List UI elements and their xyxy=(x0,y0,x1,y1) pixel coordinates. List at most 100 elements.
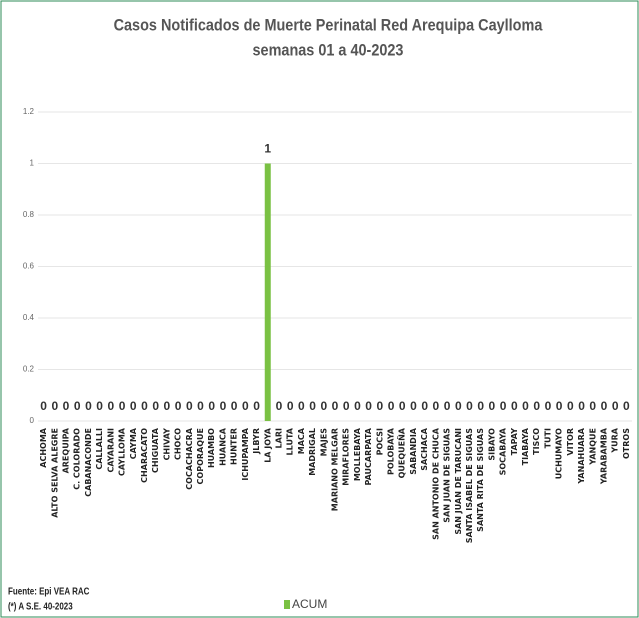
x-tick-label: CHOCO xyxy=(174,428,183,460)
x-tick-label: CAYLLOMA xyxy=(118,427,127,476)
data-label: 0 xyxy=(220,399,227,413)
x-tick-label: POLOBAYA xyxy=(387,427,396,475)
x-tick-label: VITOR xyxy=(566,428,575,456)
data-label: 0 xyxy=(119,399,126,413)
data-label: 0 xyxy=(332,399,339,413)
x-tick-label: CAYARANI xyxy=(106,428,115,473)
x-tick-label: CHIVAY xyxy=(162,428,171,461)
data-label: 0 xyxy=(522,399,529,413)
data-label: 0 xyxy=(96,399,103,413)
x-tick-label: SAN ANTONIO DE CHUCA xyxy=(431,427,440,540)
x-tick-label: COCACHACRA xyxy=(185,427,194,490)
data-label: 0 xyxy=(455,399,462,413)
x-tick-label: YURA xyxy=(611,427,620,453)
data-label: 0 xyxy=(623,399,630,413)
x-tick-label: SAN JUAN DE SIGUAS xyxy=(443,428,452,523)
x-tick-label: CHARACATO xyxy=(140,428,149,483)
x-tick-label: TAPAY xyxy=(510,428,519,456)
data-label: 0 xyxy=(298,399,305,413)
data-label: 0 xyxy=(309,399,316,413)
data-label: 0 xyxy=(208,399,215,413)
data-label: 0 xyxy=(197,399,204,413)
x-tick-label: POCSI xyxy=(375,428,384,455)
x-tick-label: CHIGUATA xyxy=(151,427,160,473)
x-tick-label: TISCO xyxy=(532,428,541,455)
data-label: 0 xyxy=(51,399,58,413)
data-label: 0 xyxy=(433,399,440,413)
data-label: 0 xyxy=(578,399,585,413)
x-tick-label: SANTA ISABEL DE SIGUAS xyxy=(465,428,474,543)
x-tick-label: QUEQUEÑA xyxy=(397,427,407,478)
data-label: 0 xyxy=(365,399,372,413)
data-label: 0 xyxy=(108,399,115,413)
data-label: 0 xyxy=(421,399,428,413)
data-label: 0 xyxy=(556,399,563,413)
x-tick-label: LARI xyxy=(274,428,283,448)
data-label: 0 xyxy=(376,399,383,413)
data-label: 0 xyxy=(242,399,249,413)
y-tick-label: 0.6 xyxy=(23,262,35,271)
data-label: 0 xyxy=(141,399,148,413)
x-tick-label: ALTO SELVA ALEGRE xyxy=(50,428,59,518)
data-label: 0 xyxy=(589,399,596,413)
x-tick-label: LA JOYA xyxy=(263,427,272,463)
data-label: 0 xyxy=(276,399,283,413)
data-label: 0 xyxy=(253,399,260,413)
data-label: 1 xyxy=(264,142,271,156)
data-label: 0 xyxy=(477,399,484,413)
data-label: 0 xyxy=(343,399,350,413)
x-tick-label: MACA xyxy=(297,427,306,454)
data-label: 0 xyxy=(40,399,47,413)
x-tick-label: SANTA RITA DE SIGUAS xyxy=(476,428,485,532)
y-tick-label: 0.8 xyxy=(23,210,35,219)
x-tick-label: YANAHUARA xyxy=(577,427,586,484)
chart-subtitle: semanas 01 a 40-2023 xyxy=(253,41,404,59)
data-label: 0 xyxy=(85,399,92,413)
legend-label: ACUM xyxy=(292,597,327,611)
data-label: 0 xyxy=(388,399,395,413)
y-tick-label: 1.2 xyxy=(23,107,35,116)
data-label: 0 xyxy=(399,399,406,413)
data-label: 0 xyxy=(489,399,496,413)
data-label: 0 xyxy=(354,399,361,413)
x-tick-label: UCHUMAYO xyxy=(555,428,564,479)
data-label: 0 xyxy=(63,399,70,413)
data-label: 0 xyxy=(533,399,540,413)
x-tick-label: HUANCA xyxy=(218,427,227,466)
x-tick-label: ICHUPAMPA xyxy=(241,427,250,480)
bar xyxy=(264,163,271,421)
x-tick-label: LLUTA xyxy=(286,427,295,455)
data-label: 0 xyxy=(545,399,552,413)
data-label: 0 xyxy=(152,399,159,413)
x-tick-label: MIRAFLORES xyxy=(342,428,351,486)
x-tick-label: CALLALLI xyxy=(95,428,104,470)
x-tick-label: MARIANO MELGAR xyxy=(331,428,340,511)
x-tick-label: OTROS xyxy=(622,428,631,459)
data-label: 0 xyxy=(466,399,473,413)
data-label: 0 xyxy=(612,399,619,413)
data-label: 0 xyxy=(410,399,417,413)
data-label: 0 xyxy=(74,399,81,413)
x-tick-label: MAJES xyxy=(319,428,328,457)
x-tick-label: TUTI xyxy=(543,428,552,448)
data-label: 0 xyxy=(175,399,182,413)
x-tick-label: SOCABAYA xyxy=(499,427,508,475)
x-tick-label: SAN JUAN DE TARUCANI xyxy=(454,428,463,535)
data-label: 0 xyxy=(186,399,193,413)
x-tick-label: YARABAMBA xyxy=(599,427,608,485)
data-label: 0 xyxy=(444,399,451,413)
data-label: 0 xyxy=(231,399,238,413)
x-tick-label: TIABAYA xyxy=(521,427,530,465)
x-tick-label: SIBAYO xyxy=(487,428,496,461)
y-tick-label: 1 xyxy=(30,159,35,168)
x-tick-label: HUNTER xyxy=(230,428,239,465)
data-label: 0 xyxy=(130,399,137,413)
x-tick-label: JLBYR xyxy=(252,428,261,455)
legend-swatch xyxy=(284,600,290,609)
x-tick-label: HUAMBO xyxy=(207,428,216,468)
y-tick-label: 0.4 xyxy=(23,313,35,322)
data-label: 0 xyxy=(287,399,294,413)
x-tick-label: MADRIGAL xyxy=(308,428,317,476)
